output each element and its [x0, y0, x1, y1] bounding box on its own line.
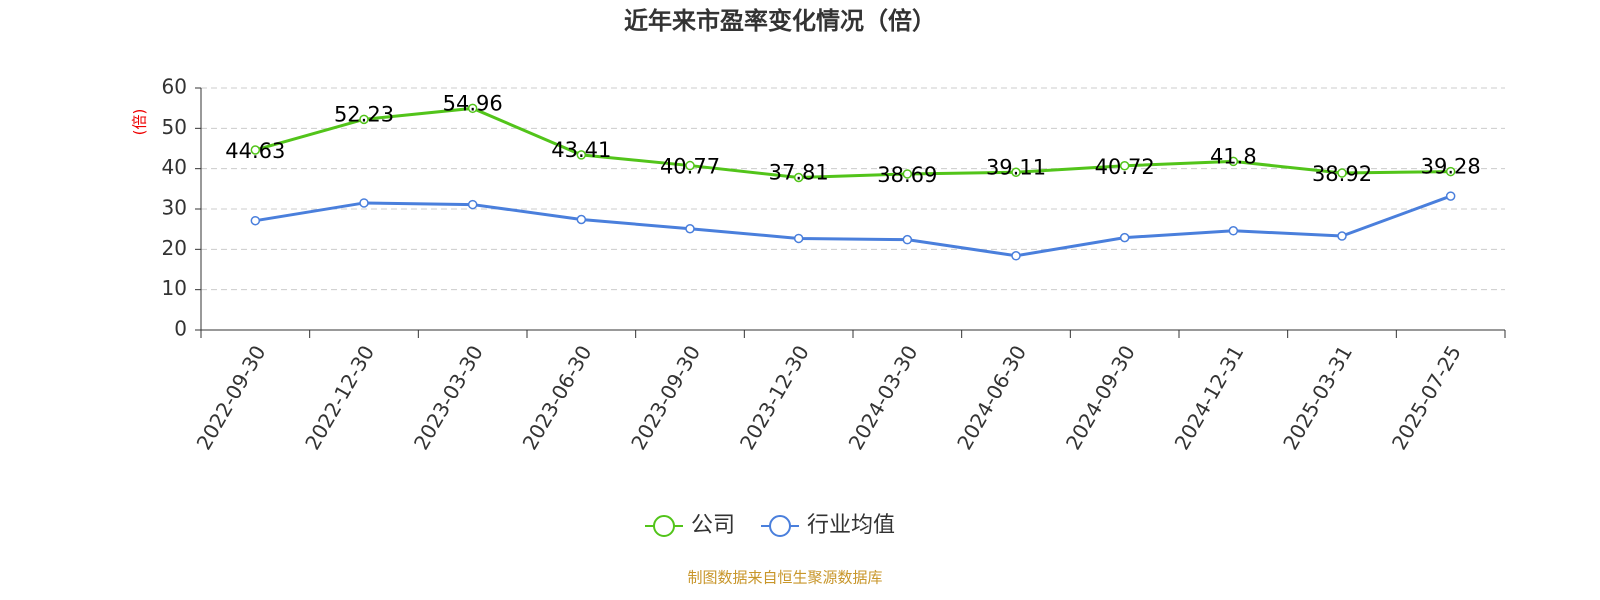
- data-label: 52.23: [334, 102, 394, 126]
- point: [685, 160, 695, 171]
- point: [1228, 156, 1239, 167]
- chart-title: 近年来市盈率变化情况（倍）: [624, 7, 936, 35]
- x-tick-label: 2024-12-31: [1170, 341, 1249, 454]
- x-tick-label: 2023-12-30: [735, 341, 814, 454]
- point: [467, 103, 478, 114]
- data-label: 40.72: [1095, 155, 1155, 179]
- point: [1228, 226, 1239, 236]
- point: [359, 114, 369, 125]
- data-label: 39.11: [986, 155, 1046, 179]
- point: [250, 215, 261, 226]
- point: [1011, 167, 1021, 178]
- point: [1337, 168, 1347, 178]
- legend-marker: [653, 515, 675, 537]
- y-tick-label: 50: [162, 115, 187, 139]
- legend-label: 行业均值: [807, 513, 895, 538]
- x-tick-label: 2023-03-30: [409, 341, 488, 454]
- y-tick-label: 30: [162, 196, 187, 220]
- source-note: 制图数据来自恒生聚源数据库: [687, 569, 882, 587]
- point: [1445, 166, 1456, 177]
- x-tick-label: 2024-06-30: [952, 341, 1031, 454]
- data-label: 54.96: [443, 91, 503, 115]
- point: [1119, 161, 1130, 171]
- y-tick-label: 60: [162, 75, 187, 99]
- x-tick-label: 2025-03-31: [1278, 341, 1357, 454]
- data-label: 39.28: [1421, 155, 1481, 179]
- x-tick-label: 2023-06-30: [518, 341, 597, 454]
- legend-marker: [769, 515, 792, 537]
- data-label: 40.77: [660, 155, 720, 179]
- data-label: 43.41: [551, 138, 611, 162]
- data-label: 41.8: [1210, 144, 1257, 168]
- series-line: [255, 194, 1452, 258]
- data-label: 37.81: [769, 160, 829, 184]
- y-axis-label: (倍): [131, 109, 149, 136]
- y-tick-label: 40: [162, 155, 187, 179]
- point: [793, 233, 804, 244]
- point: [576, 214, 587, 225]
- x-tick-label: 2022-12-30: [300, 341, 379, 454]
- data-label: 38.92: [1312, 162, 1372, 186]
- legend-label: 公司: [691, 513, 735, 538]
- point: [1337, 231, 1347, 241]
- series-line: [254, 106, 1451, 180]
- point: [250, 145, 261, 155]
- y-tick-label: 0: [174, 317, 187, 341]
- y-tick-label: 10: [162, 276, 187, 300]
- x-tick-label: 2022-09-30: [192, 341, 271, 454]
- x-tick-label: 2025-07-25: [1387, 341, 1466, 454]
- data-label: 38.69: [877, 163, 937, 187]
- point: [467, 199, 478, 210]
- point: [685, 224, 695, 234]
- x-tick-label: 2024-09-30: [1061, 341, 1140, 454]
- data-label: 44.63: [225, 139, 285, 163]
- point: [902, 234, 913, 245]
- point: [793, 172, 804, 183]
- y-tick-label: 20: [162, 236, 187, 260]
- point: [1119, 232, 1130, 243]
- x-tick-label: 2023-09-30: [626, 341, 705, 454]
- point: [1445, 191, 1456, 201]
- point: [902, 169, 913, 179]
- x-tick-label: 2024-03-30: [844, 341, 923, 454]
- point: [359, 198, 369, 208]
- point: [1011, 251, 1021, 261]
- point: [576, 150, 587, 160]
